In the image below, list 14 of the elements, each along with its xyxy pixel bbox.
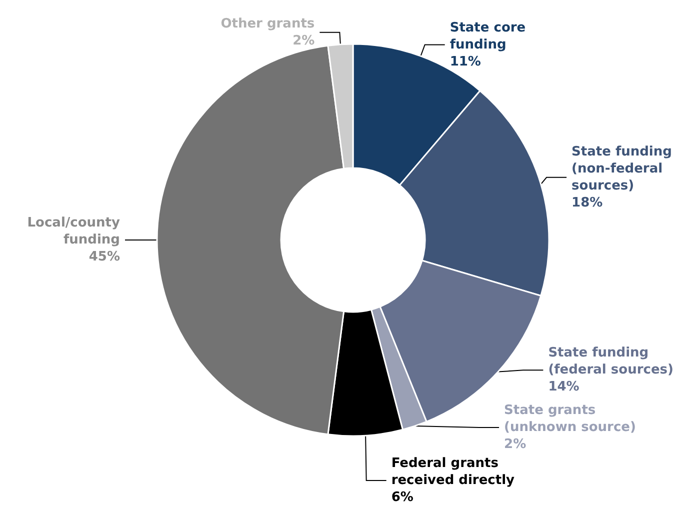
slice-label: State core funding — [450, 20, 526, 52]
data-label: 14% — [548, 380, 580, 395]
slice-label: Local/county funding — [27, 216, 121, 248]
slice-label: Other grants — [220, 16, 315, 32]
slice-label: State grants (unknown source) — [504, 403, 636, 435]
data-label: 2% — [504, 437, 526, 452]
slice-label: State funding (non-federal sources) — [572, 144, 672, 194]
slice-label: Federal grants received directly — [391, 456, 516, 488]
data-label: 18% — [572, 195, 603, 210]
data-label: 2% — [292, 33, 315, 48]
data-label: 6% — [391, 490, 414, 505]
data-label: 11% — [450, 54, 481, 70]
slice-label: State funding (federal sources) — [548, 346, 674, 378]
data-label: 45% — [88, 250, 120, 264]
